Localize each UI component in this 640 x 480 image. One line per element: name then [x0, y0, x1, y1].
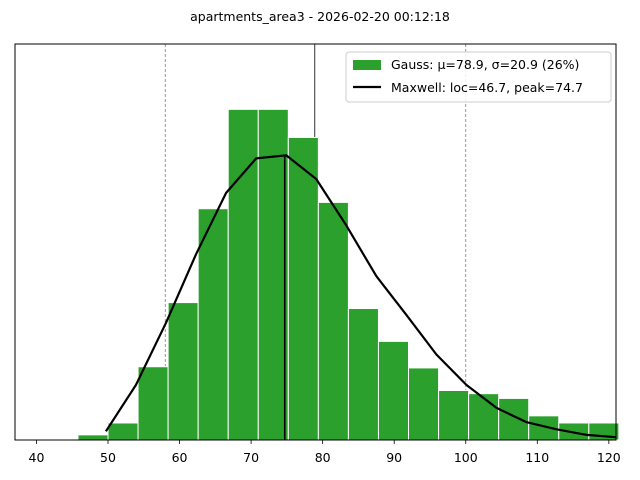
- histogram-bar: [317, 201, 349, 441]
- x-tick-label: 90: [386, 450, 402, 465]
- histogram-bar: [347, 308, 379, 441]
- plot-area-frame: [14, 43, 617, 441]
- legend-swatch-gauss: [353, 60, 381, 70]
- legend-label-maxwell: Maxwell: loc=46.7, peak=74.7: [391, 80, 583, 95]
- histogram-bar: [377, 340, 410, 441]
- x-axis-ticks: 40 50 60 70 80 90 100 110 120: [29, 440, 621, 465]
- x-tick-label: 40: [29, 450, 45, 465]
- maxwell-curve: [104, 154, 617, 439]
- x-tick-label: 60: [172, 450, 188, 465]
- x-tick-label: 110: [525, 450, 549, 465]
- histogram-bar: [287, 136, 319, 441]
- chart-title: apartments_area3 - 2026-02-20 00:12:18: [190, 9, 450, 24]
- x-tick-label: 120: [597, 450, 621, 465]
- histogram-bar: [137, 366, 169, 441]
- histogram-bar: [468, 393, 500, 441]
- histogram-bar: [257, 108, 289, 441]
- maxwell-curve-layer: [104, 154, 617, 440]
- histogram-bar: [77, 434, 109, 441]
- histogram-bar: [197, 208, 229, 441]
- histogram-bars: [47, 108, 620, 441]
- histogram-bar: [438, 390, 470, 441]
- legend-label-gauss: Gauss: μ=78.9, σ=20.9 (26%): [391, 57, 579, 72]
- legend-box: [345, 51, 612, 103]
- legend: Gauss: μ=78.9, σ=20.9 (26%) Maxwell: loc…: [345, 51, 612, 103]
- histogram-bar: [107, 422, 139, 441]
- x-tick-label: 50: [100, 450, 116, 465]
- histogram-bar: [408, 367, 440, 441]
- x-tick-label: 100: [454, 450, 478, 465]
- x-tick-label: 70: [243, 450, 259, 465]
- x-tick-label: 80: [315, 450, 331, 465]
- histogram-bar: [498, 397, 530, 441]
- histogram-bar: [167, 302, 199, 441]
- histogram-bar: [227, 108, 259, 441]
